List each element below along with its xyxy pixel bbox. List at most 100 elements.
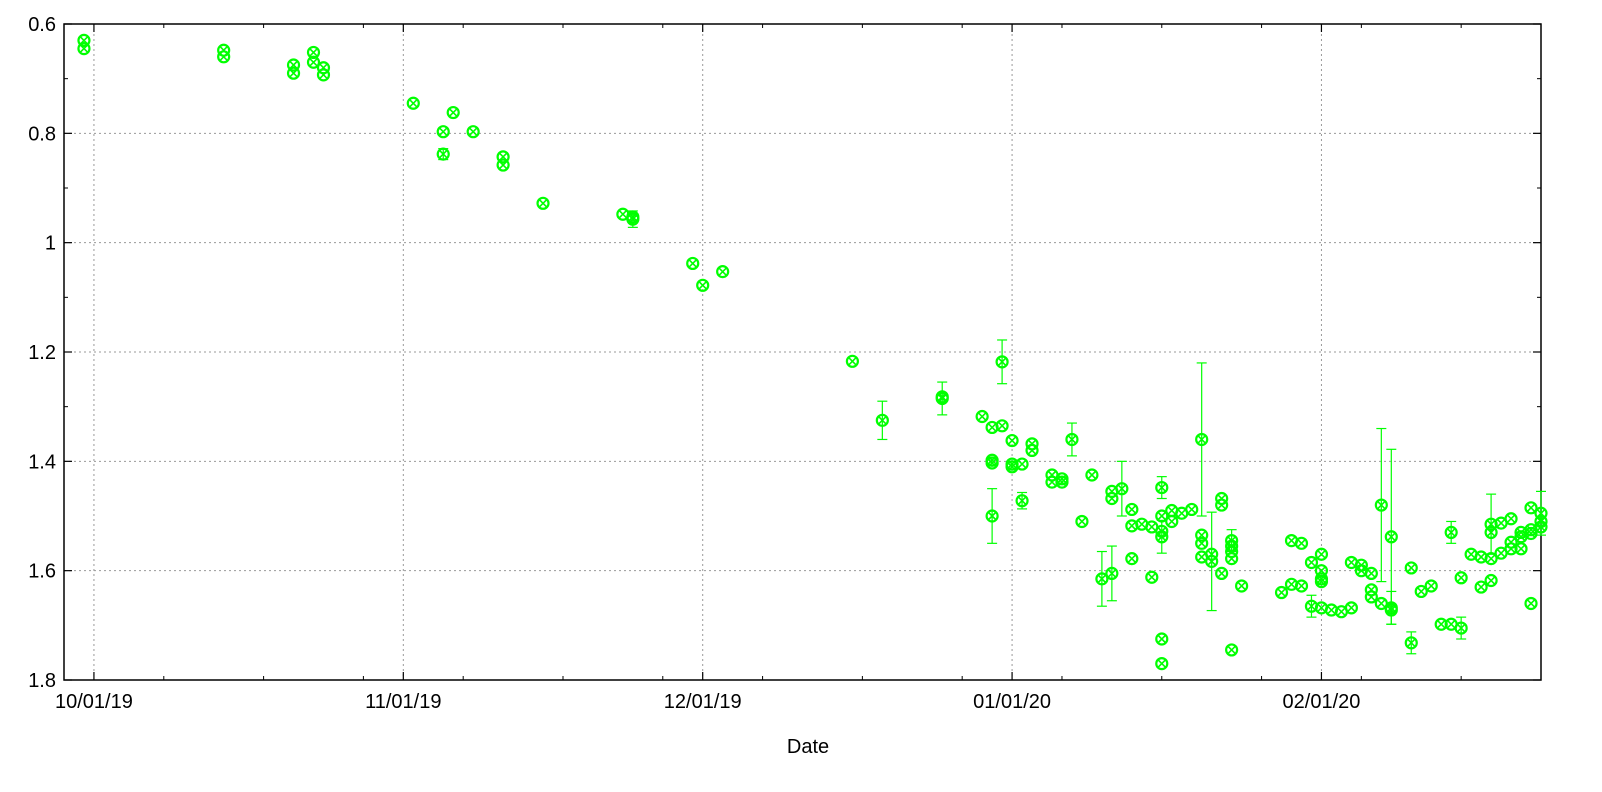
data-point — [1115, 460, 1129, 517]
data-point — [995, 339, 1009, 385]
point-marker — [1195, 432, 1209, 447]
data-point — [1524, 501, 1538, 515]
data-point — [536, 196, 550, 210]
point-cross — [987, 511, 997, 521]
data-point — [1195, 536, 1209, 550]
point-cross — [1197, 434, 1207, 445]
point-cross — [1027, 445, 1037, 455]
point-marker — [1294, 579, 1309, 593]
point-marker — [1304, 555, 1319, 570]
point-marker — [1294, 536, 1309, 550]
point-marker — [1155, 480, 1169, 495]
point-marker — [1414, 584, 1428, 599]
point-cross — [468, 127, 478, 137]
point-cross — [1476, 552, 1486, 562]
data-point — [686, 256, 700, 271]
point-marker — [696, 278, 710, 292]
data-point — [446, 105, 460, 120]
point-marker — [1404, 561, 1418, 575]
point-marker — [316, 68, 331, 82]
point-cross — [538, 198, 548, 208]
point-cross — [1366, 592, 1376, 602]
data-point — [1314, 574, 1329, 589]
data-point — [1294, 579, 1309, 593]
point-marker — [935, 390, 949, 404]
point-marker — [1524, 596, 1538, 611]
point-cross — [1336, 607, 1346, 617]
point-cross — [1486, 527, 1496, 537]
data-point — [1364, 590, 1378, 604]
point-cross — [1376, 500, 1386, 510]
point-cross — [1217, 500, 1227, 510]
point-cross — [1316, 549, 1327, 559]
data-point — [1155, 519, 1169, 554]
point-cross — [1227, 645, 1237, 655]
data-point — [1015, 457, 1029, 471]
data-point — [1085, 468, 1099, 482]
data-point — [1055, 475, 1069, 489]
point-cross — [698, 280, 708, 290]
point-marker — [466, 125, 480, 139]
point-cross — [688, 258, 698, 269]
data-point — [1005, 433, 1019, 448]
x-tick-label: 11/01/19 — [365, 691, 441, 713]
data-point — [1294, 536, 1309, 550]
point-cross — [1137, 519, 1147, 529]
point-cross — [1526, 525, 1536, 535]
point-marker — [1015, 494, 1029, 508]
y-tick-label: 1.4 — [28, 451, 56, 473]
point-cross — [1047, 477, 1057, 487]
data-point — [1524, 523, 1538, 537]
point-marker — [436, 125, 450, 139]
point-marker — [1195, 536, 1209, 550]
point-cross — [847, 356, 857, 366]
point-cross — [1296, 581, 1307, 591]
point-marker — [306, 55, 321, 69]
data-point — [306, 45, 321, 60]
data-point — [1125, 502, 1139, 517]
point-cross — [1316, 603, 1327, 613]
point-marker — [995, 419, 1009, 433]
point-marker — [1155, 530, 1169, 544]
data-point — [1185, 502, 1199, 517]
point-cross — [498, 160, 508, 170]
point-cross — [1207, 556, 1217, 566]
point-cross — [1496, 548, 1506, 558]
data-points — [77, 33, 1548, 671]
point-cross — [1197, 538, 1207, 548]
data-point — [496, 158, 510, 172]
point-cross — [408, 98, 418, 108]
point-cross — [1306, 601, 1317, 611]
point-marker — [1235, 579, 1249, 593]
point-marker — [1314, 574, 1329, 589]
data-point — [1504, 512, 1518, 526]
point-marker — [1364, 590, 1378, 604]
data-point — [1314, 547, 1329, 561]
point-marker — [1454, 571, 1468, 585]
point-marker — [1155, 632, 1169, 646]
data-point — [626, 210, 640, 224]
data-point — [1404, 631, 1418, 655]
point-marker — [1484, 573, 1498, 588]
point-marker — [77, 41, 91, 56]
data-point — [1155, 632, 1169, 646]
point-marker — [1005, 433, 1019, 448]
data-point — [1484, 525, 1498, 540]
data-point — [306, 55, 321, 69]
point-cross — [438, 127, 448, 137]
point-cross — [1376, 598, 1386, 609]
point-marker — [1384, 530, 1398, 544]
point-cross — [1147, 572, 1157, 582]
point-cross — [1356, 560, 1366, 570]
data-point — [1374, 427, 1388, 583]
data-point — [1304, 594, 1319, 618]
data-point — [217, 50, 231, 64]
point-cross — [1117, 484, 1127, 494]
point-cross — [1316, 577, 1327, 587]
point-cross — [1167, 505, 1177, 516]
point-marker — [1274, 585, 1289, 600]
data-point — [1225, 643, 1239, 657]
x-tick-label: 01/01/20 — [973, 691, 1051, 713]
point-cross — [1157, 483, 1167, 493]
point-cross — [1197, 552, 1207, 562]
